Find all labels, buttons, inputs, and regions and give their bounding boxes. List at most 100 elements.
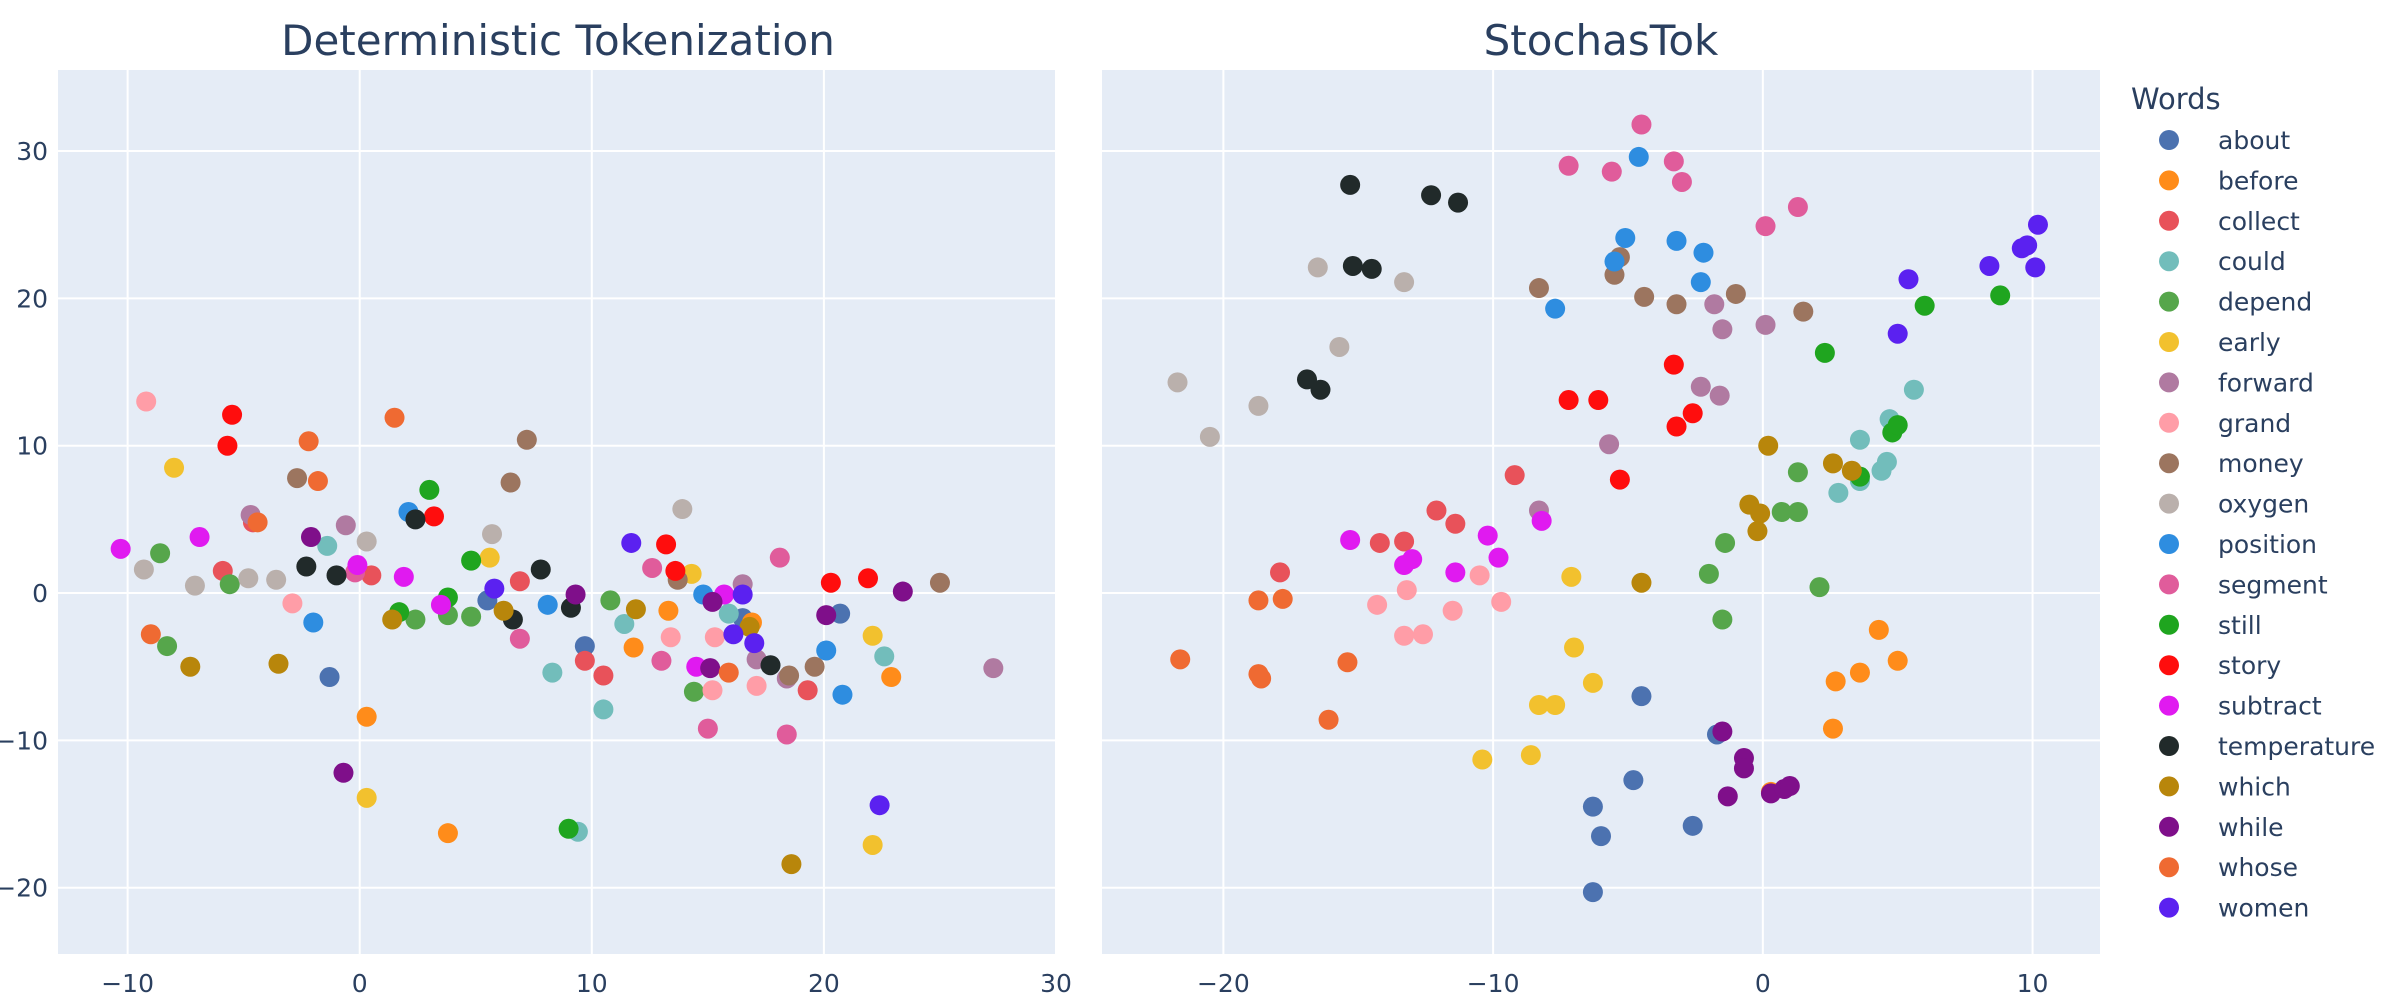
scatter-point-collect — [361, 565, 382, 586]
legend-item-collect[interactable]: collect — [2159, 207, 2300, 236]
scatter-point-subtract — [1445, 562, 1466, 583]
legend-item-early[interactable]: early — [2159, 328, 2281, 357]
scatter-point-oxygen — [1394, 272, 1415, 293]
legend-item-whose[interactable]: whose — [2159, 853, 2298, 882]
gridlines — [58, 70, 1057, 954]
scatter-point-early — [1528, 695, 1549, 716]
legend-label: about — [2218, 126, 2290, 155]
scatter-point-which — [1758, 435, 1779, 456]
scatter-point-temperature — [1361, 258, 1382, 279]
scatter-point-early — [1561, 566, 1582, 587]
legend-marker — [2159, 736, 2179, 756]
legend-item-about[interactable]: about — [2159, 126, 2290, 155]
scatter-point-which — [268, 653, 289, 674]
scatter-point-early — [479, 547, 500, 568]
legend-item-money[interactable]: money — [2159, 449, 2304, 478]
legend-item-forward[interactable]: forward — [2159, 368, 2314, 397]
scatter-point-collect — [1445, 513, 1466, 534]
legend-title: Words — [2131, 82, 2221, 116]
legend-item-still[interactable]: still — [2159, 611, 2262, 640]
scatter-point-whose — [718, 662, 739, 683]
scatter-point-forward — [1755, 314, 1776, 335]
scatter-point-story — [1588, 390, 1609, 411]
legend-item-could[interactable]: could — [2159, 247, 2286, 276]
scatter-point-women — [744, 633, 765, 654]
scatter-point-before — [437, 823, 458, 844]
scatter-point-early — [1520, 745, 1541, 766]
scatter-point-before — [658, 600, 679, 621]
scatter-point-oxygen — [1248, 395, 1269, 416]
legend-item-story[interactable]: story — [2159, 651, 2281, 680]
scatter-point-subtract — [189, 527, 210, 548]
legend-label: segment — [2218, 570, 2328, 599]
scatter-point-position — [303, 612, 324, 633]
scatter-point-which — [180, 656, 201, 677]
scatter-point-grand — [1469, 565, 1490, 586]
scatter-point-grand — [704, 627, 725, 648]
scatter-point-early — [1545, 695, 1566, 716]
scatter-point-temperature — [405, 509, 426, 530]
scatter-point-women — [869, 795, 890, 816]
scatter-point-segment — [1601, 161, 1622, 182]
scatter-point-temperature — [1296, 369, 1317, 390]
scatter-point-forward — [1599, 434, 1620, 455]
legend-item-grand[interactable]: grand — [2159, 409, 2291, 438]
scatter-point-whose — [1272, 588, 1293, 609]
legend-label: oxygen — [2218, 490, 2309, 519]
scatter-point-oxygen — [184, 575, 205, 596]
scatter-point-about — [1623, 770, 1644, 791]
scatter-point-while — [1779, 776, 1800, 797]
scatter-point-grand — [1412, 624, 1433, 645]
scatter-point-which — [781, 854, 802, 875]
scatter-point-could — [593, 699, 614, 720]
scatter-point-segment — [769, 547, 790, 568]
scatter-point-story — [858, 568, 879, 589]
scatter-point-position — [1604, 251, 1625, 272]
legend-item-position[interactable]: position — [2159, 530, 2317, 559]
legend-item-oxygen[interactable]: oxygen — [2159, 490, 2309, 519]
scatter-point-money — [1528, 278, 1549, 299]
scatter-point-forward — [335, 515, 356, 536]
legend-item-segment[interactable]: segment — [2159, 570, 2328, 599]
legend-item-depend[interactable]: depend — [2159, 288, 2312, 317]
scatter-point-oxygen — [1199, 426, 1220, 447]
scatter-points — [1167, 114, 2048, 903]
scatter-point-early — [1472, 749, 1493, 770]
scatter-point-could — [1903, 379, 1924, 400]
legend-item-while[interactable]: while — [2159, 813, 2284, 842]
scatter-point-whose — [1337, 652, 1358, 673]
legend-label: story — [2218, 651, 2281, 680]
legend-item-women[interactable]: women — [2159, 894, 2309, 923]
scatter-point-could — [614, 613, 635, 634]
scatter-point-depend — [1712, 609, 1733, 630]
scatter-point-while — [700, 658, 721, 679]
scatter-point-oxygen — [1167, 372, 1188, 393]
legend-item-subtract[interactable]: subtract — [2159, 692, 2322, 721]
scatter-point-segment — [1787, 197, 1808, 218]
x-tick-label: 20 — [808, 969, 840, 998]
scatter-point-grand — [1491, 591, 1512, 612]
legend-marker — [2159, 897, 2179, 918]
scatter-point-whose — [1251, 668, 1272, 689]
scatter-point-still — [1990, 285, 2011, 306]
scatter-point-money — [804, 656, 825, 677]
scatter-point-depend — [405, 609, 426, 630]
scatter-point-grand — [746, 675, 767, 696]
scatter-point-segment — [1631, 114, 1652, 135]
scatter-point-depend — [1715, 532, 1736, 553]
legend-label: money — [2218, 449, 2304, 478]
scatter-point-segment — [1755, 216, 1776, 237]
scatter-point-story — [656, 534, 677, 555]
legend-item-temperature[interactable]: temperature — [2159, 732, 2375, 761]
scatter-point-depend — [600, 590, 621, 611]
x-tick-label: 0 — [352, 969, 368, 998]
legend-marker — [2159, 130, 2179, 150]
legend-item-which[interactable]: which — [2159, 772, 2291, 801]
scatter-point-which — [1822, 453, 1843, 474]
scatter-point-depend — [1771, 502, 1792, 522]
legend-item-before[interactable]: before — [2159, 166, 2298, 195]
legend-marker — [2159, 332, 2179, 352]
legend-marker — [2159, 816, 2179, 837]
x-axis-ticks: −20 −10 0 10 — [1197, 969, 2048, 998]
